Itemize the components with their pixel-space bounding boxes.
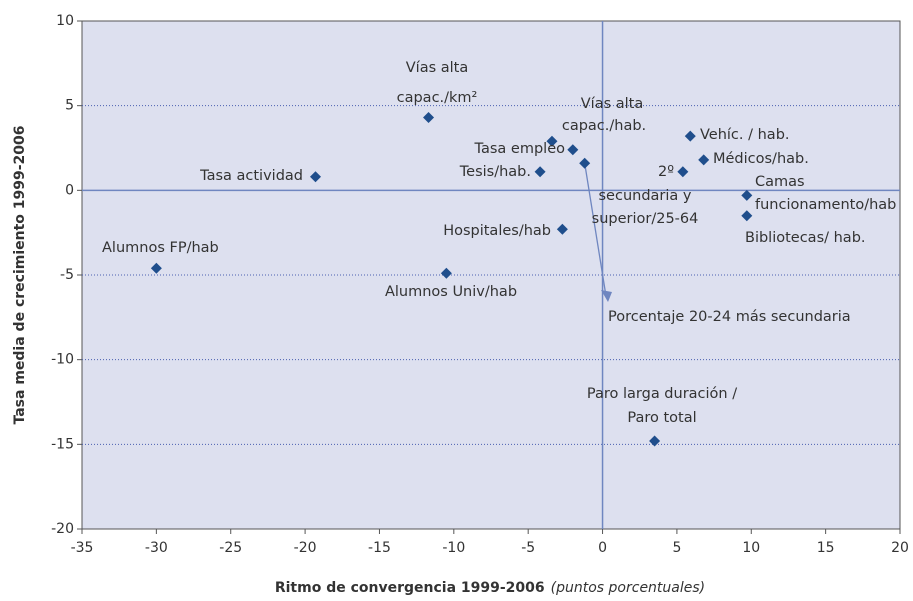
point: [423, 112, 435, 124]
x-tick-label: -20: [294, 540, 317, 556]
point-label: capac./hab.: [562, 118, 646, 134]
point: [741, 189, 753, 201]
point-label: 2º: [658, 164, 674, 180]
point: [649, 435, 661, 447]
point-label: Alumnos FP/hab: [102, 240, 219, 256]
y-tick-label: 10: [56, 13, 74, 29]
point: [150, 262, 162, 274]
y-tick-label: 0: [65, 182, 74, 198]
point-label: Alumnos Univ/hab: [385, 284, 517, 300]
point: [684, 130, 696, 142]
point-label: Médicos/hab.: [713, 151, 809, 167]
point-label: Vías alta: [581, 96, 643, 112]
x-tick-label: 0: [598, 540, 607, 556]
y-tick-label: -10: [51, 352, 74, 368]
point-label: superior/25-64: [592, 211, 699, 227]
x-tick-label: -15: [368, 540, 391, 556]
x-tick-label: 15: [817, 540, 835, 556]
point: [677, 166, 689, 178]
point: [698, 154, 710, 166]
x-axis-title-main: Ritmo de convergencia 1999-2006: [275, 580, 545, 596]
x-tick-label: 5: [672, 540, 681, 556]
point-label: Paro total: [627, 410, 696, 426]
x-axis-title-note: (puntos porcentuales): [551, 580, 706, 596]
point: [440, 267, 452, 279]
y-tick-label: 5: [65, 98, 74, 114]
x-tick-label: -30: [145, 540, 168, 556]
x-tick-label: -35: [71, 540, 94, 556]
point: [567, 144, 579, 156]
point-label: Vehíc. / hab.: [700, 127, 790, 143]
point-label: Bibliotecas/ hab.: [745, 230, 866, 246]
x-tick-label: -5: [521, 540, 535, 556]
point-label: Tasa actividad: [199, 168, 303, 184]
point: [741, 210, 753, 222]
point-label: Hospitales/hab: [443, 223, 551, 239]
x-tick-label: 10: [742, 540, 760, 556]
arrow: [584, 163, 607, 297]
point-label: Paro larga duración /: [587, 386, 737, 402]
point: [310, 171, 322, 183]
x-tick-label: -10: [442, 540, 465, 556]
point: [579, 157, 591, 169]
point-label: funcionamento/hab: [755, 197, 896, 213]
point-label: capac./km²: [397, 90, 478, 106]
point-label: Tasa empleo: [474, 141, 566, 157]
point: [534, 166, 546, 178]
point-label: Tesis/hab.: [459, 164, 531, 180]
x-axis-title: Ritmo de convergencia 1999-2006 (puntos p…: [275, 580, 705, 596]
point: [556, 223, 568, 235]
point-label: Vías alta: [406, 60, 468, 76]
point: [546, 135, 558, 147]
point-label: Porcentaje 20-24 más secundaria: [608, 309, 851, 325]
y-tick-label: -5: [60, 267, 74, 283]
x-tick-label: -25: [219, 540, 242, 556]
y-tick-label: -20: [51, 521, 74, 537]
y-tick-label: -15: [51, 436, 74, 452]
point-label: Camas: [755, 174, 805, 190]
y-axis-title: Tasa media de crecimiento 1999-2006: [12, 125, 28, 424]
point-label: secundaria y: [599, 188, 692, 204]
x-tick-label: 20: [891, 540, 909, 556]
arrow-head: [601, 290, 612, 302]
